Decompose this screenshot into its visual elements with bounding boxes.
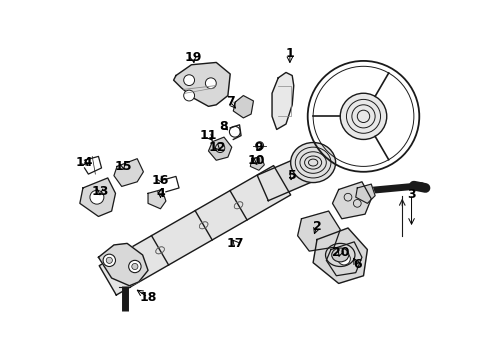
Circle shape xyxy=(132,264,138,270)
Text: 12: 12 xyxy=(209,141,226,154)
Polygon shape xyxy=(333,182,371,219)
Polygon shape xyxy=(148,189,166,209)
Polygon shape xyxy=(297,211,340,251)
Text: 15: 15 xyxy=(115,160,132,173)
Circle shape xyxy=(184,75,195,86)
Text: 20: 20 xyxy=(332,246,349,259)
Text: 19: 19 xyxy=(184,50,202,64)
Text: 4: 4 xyxy=(156,187,165,200)
Polygon shape xyxy=(326,242,362,276)
Circle shape xyxy=(90,190,104,204)
Text: 14: 14 xyxy=(76,156,93,169)
Text: 13: 13 xyxy=(91,185,109,198)
Polygon shape xyxy=(356,184,375,203)
Text: 8: 8 xyxy=(220,120,228,133)
Polygon shape xyxy=(114,159,144,186)
Text: 7: 7 xyxy=(226,95,235,108)
Circle shape xyxy=(103,254,116,266)
Circle shape xyxy=(106,257,112,264)
Text: 17: 17 xyxy=(227,237,245,250)
Text: 18: 18 xyxy=(139,291,157,304)
Text: 16: 16 xyxy=(152,174,169,187)
Text: 3: 3 xyxy=(407,188,416,201)
Polygon shape xyxy=(98,243,148,286)
Polygon shape xyxy=(272,72,294,130)
Polygon shape xyxy=(209,137,232,160)
Polygon shape xyxy=(80,178,116,216)
Text: 10: 10 xyxy=(248,154,265,167)
Ellipse shape xyxy=(332,248,349,262)
Circle shape xyxy=(184,90,195,101)
Polygon shape xyxy=(257,155,315,201)
Text: 6: 6 xyxy=(353,258,362,271)
Text: 9: 9 xyxy=(255,141,263,154)
Circle shape xyxy=(129,260,141,273)
Polygon shape xyxy=(99,166,291,295)
Text: 2: 2 xyxy=(313,220,321,233)
Circle shape xyxy=(205,78,216,89)
Polygon shape xyxy=(233,95,253,118)
Text: 5: 5 xyxy=(288,169,296,182)
Polygon shape xyxy=(313,228,368,283)
Text: 1: 1 xyxy=(286,48,294,60)
Polygon shape xyxy=(173,62,230,106)
Polygon shape xyxy=(250,156,264,170)
Ellipse shape xyxy=(291,143,336,183)
Circle shape xyxy=(340,93,387,139)
Text: 11: 11 xyxy=(200,129,217,142)
Circle shape xyxy=(338,253,350,265)
